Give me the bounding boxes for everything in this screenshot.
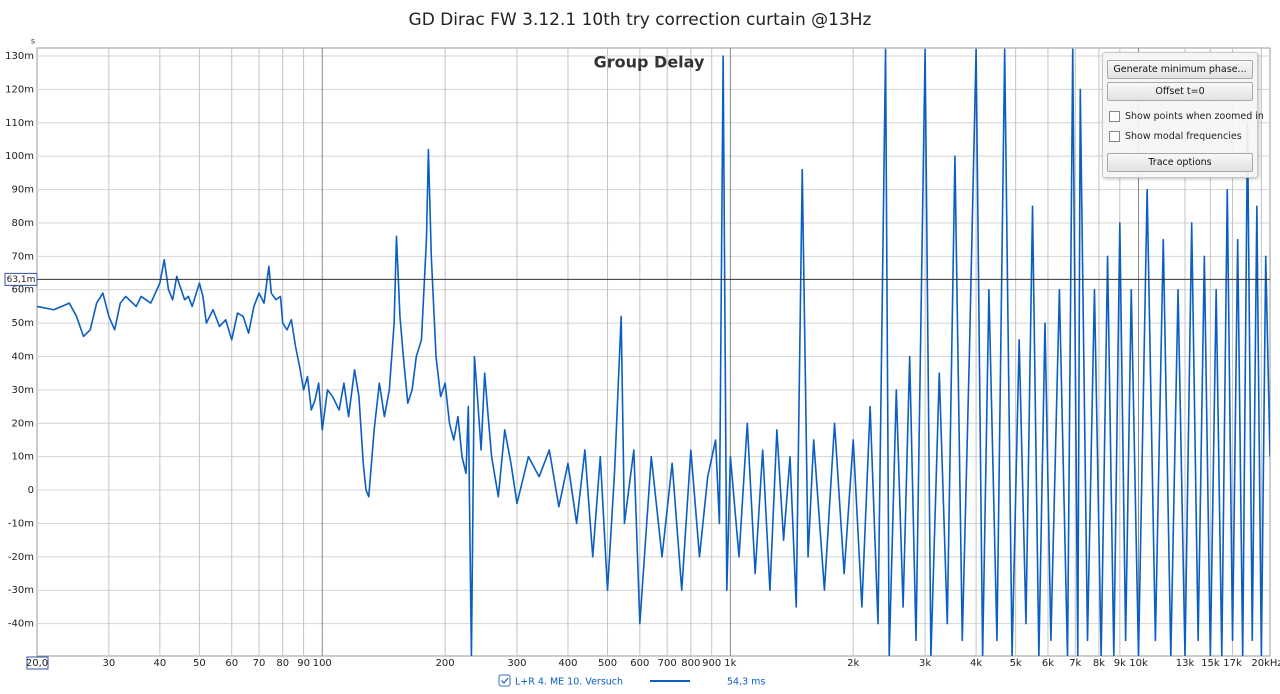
checkbox[interactable] — [1109, 111, 1120, 122]
x-tick-label: 70 — [253, 658, 266, 669]
checkbox-label: Show modal frequencies — [1125, 131, 1242, 142]
control-panel: Generate minimum phase... Offset t=0 Sho… — [1102, 52, 1264, 178]
x-tick-label: 3k — [919, 658, 931, 669]
legend-check — [501, 677, 509, 684]
x-tick-label: 400 — [558, 658, 577, 669]
x-tick-label: 17k — [1223, 658, 1242, 669]
x-tick-label: 90 — [297, 658, 310, 669]
x-tick-label: 6k — [1042, 658, 1054, 669]
y-tick-label: 100m — [5, 151, 34, 162]
checkbox-row[interactable]: Show points when zoomed in — [1109, 110, 1264, 124]
x-tick-label: 2k — [847, 658, 859, 669]
y-tick-label: 90m — [12, 185, 34, 196]
x-tick-label: 600 — [630, 658, 649, 669]
y-tick-label: 50m — [12, 318, 34, 329]
y-tick-label: -10m — [8, 518, 34, 529]
x-tick-label: 500 — [598, 658, 617, 669]
x-tick-label: 4k — [970, 658, 982, 669]
cursor-label-box — [4, 272, 38, 286]
x-tick-label: 50 — [193, 658, 206, 669]
chart-title: GD Dirac FW 3.12.1 10th try correction c… — [409, 10, 872, 30]
x-tick-label: 15k — [1201, 658, 1220, 669]
x-tick-label: 300 — [507, 658, 526, 669]
button[interactable]: Generate minimum phase... — [1107, 60, 1253, 79]
y-tick-label: 30m — [12, 385, 34, 396]
x-tick-label: 20,0 — [26, 658, 48, 669]
legend-checkbox[interactable] — [498, 674, 511, 687]
data-line — [37, 48, 1270, 656]
y-tick-label: 110m — [5, 118, 34, 129]
y-tick-label: 20m — [12, 418, 34, 429]
button[interactable]: Trace options — [1107, 153, 1253, 172]
button[interactable]: Offset t=0 — [1107, 82, 1253, 101]
y-tick-label: 0 — [28, 485, 34, 496]
checkbox-row[interactable]: Show modal frequencies — [1109, 130, 1242, 144]
legend-value: 54,3 ms — [727, 677, 765, 688]
y-tick-label: 130m — [5, 51, 34, 62]
y-tick-label: 70m — [12, 251, 34, 262]
x-tick-label: 13k — [1176, 658, 1195, 669]
x-tick-label: 60 — [225, 658, 238, 669]
y-tick-label: 80m — [12, 218, 34, 229]
x-tick-label: 80 — [276, 658, 289, 669]
y-tick-label: 40m — [12, 352, 34, 363]
checkbox-label: Show points when zoomed in — [1125, 111, 1264, 122]
y-tick-label: -30m — [8, 585, 34, 596]
x-tick-label: 100 — [313, 658, 332, 669]
y-unit: s — [31, 37, 35, 46]
x-tick-label: 800 — [681, 658, 700, 669]
y-tick-label: 10m — [12, 452, 34, 463]
x-tick-label: 5k — [1010, 658, 1022, 669]
y-tick-label: -40m — [8, 619, 34, 630]
legend-label: L+R 4. ME 10. Versuch — [515, 677, 623, 688]
x-tick-label: 700 — [658, 658, 677, 669]
x-tick-label: 9k — [1114, 658, 1126, 669]
plot-area — [36, 47, 1271, 657]
x-axis-start-box — [26, 656, 49, 670]
x-tick-label: 900 — [702, 658, 721, 669]
x-tick-label: 1k — [724, 658, 736, 669]
x-tick-label: 30 — [102, 658, 115, 669]
chart-subtitle: Group Delay — [594, 53, 705, 72]
y-tick-label: 120m — [5, 84, 34, 95]
cursor-label: 63,1m — [7, 275, 36, 285]
y-tick-label: 60m — [12, 285, 34, 296]
y-tick-label: -20m — [8, 552, 34, 563]
x-tick-label: 40 — [153, 658, 166, 669]
x-tick-label: 7k — [1069, 658, 1081, 669]
x-tick-label: 20kHz — [1251, 658, 1280, 669]
x-tick-label: 8k — [1093, 658, 1105, 669]
checkbox[interactable] — [1109, 131, 1120, 142]
x-tick-label: 200 — [436, 658, 455, 669]
x-tick-label: 10k — [1129, 658, 1148, 669]
